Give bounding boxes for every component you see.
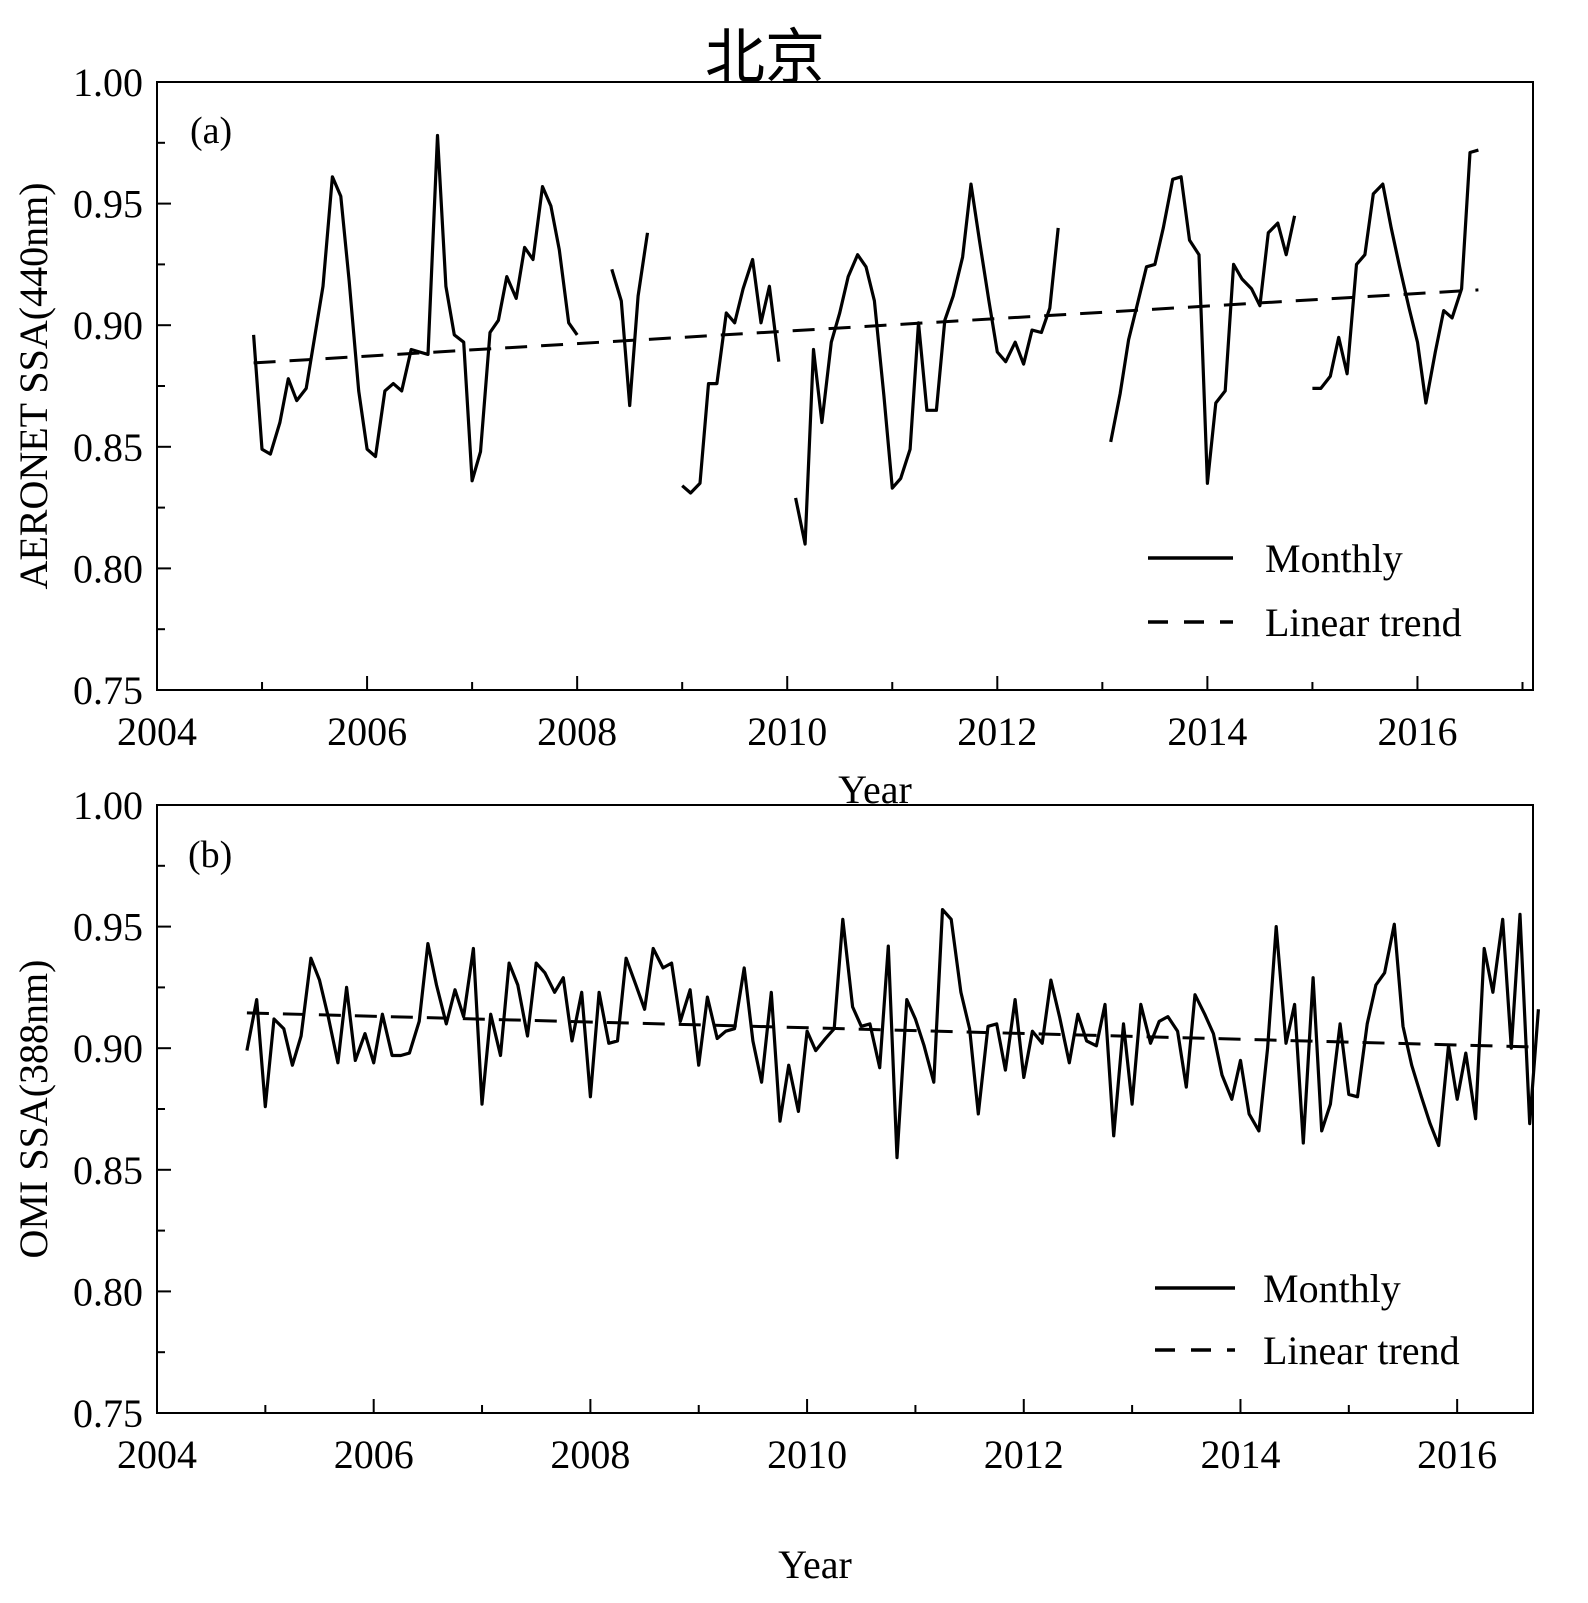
panel-label: (a) [190, 110, 232, 152]
legend-label-monthly: Monthly [1263, 1266, 1401, 1311]
y-tick-label: 0.75 [73, 668, 143, 713]
legend-label-trend: Linear trend [1263, 1328, 1460, 1373]
y-axis-title: AERONET SSA(440nm) [11, 182, 56, 589]
x-tick-label: 2008 [537, 709, 617, 754]
y-tick-label: 0.90 [73, 303, 143, 348]
monthly-line-segment [1312, 148, 1479, 405]
legend: Monthly Linear trend [1148, 536, 1462, 645]
x-tick-label: 2010 [747, 709, 827, 754]
y-tick-label: 0.85 [73, 425, 143, 470]
x-tick-label: 2014 [1167, 709, 1247, 754]
x-axis-title: Year [778, 1542, 852, 1587]
x-tick-label: 2012 [957, 709, 1037, 754]
legend-label-monthly: Monthly [1265, 536, 1403, 581]
trend-line [253, 288, 1479, 365]
x-tick-label: 2006 [327, 709, 407, 754]
monthly-line-segment [794, 182, 1060, 546]
panel-label: (b) [188, 834, 232, 876]
x-tick-label: 2008 [550, 1432, 630, 1477]
x-tick-label: 2004 [117, 1432, 197, 1477]
y-tick-label: 0.90 [73, 1026, 143, 1071]
monthly-line-segment [252, 133, 579, 483]
y-tick-label: 0.95 [73, 182, 143, 227]
y-tick-label: 0.95 [73, 905, 143, 950]
panel-a: 2004 2006 2008 2010 2012 2014 2016 0.75 0.80 0.85… [11, 60, 1534, 812]
y-tick-label: 0.80 [73, 1269, 143, 1314]
x-tick-label: 2016 [1377, 709, 1457, 754]
y-tick-label: 0.80 [73, 546, 143, 591]
monthly-line-segment [681, 257, 781, 495]
x-tick-label: 2004 [117, 709, 197, 754]
legend: Monthly Linear trend [1155, 1266, 1460, 1373]
monthly-line-segment [245, 908, 1540, 1160]
monthly-line-segment [1109, 175, 1297, 485]
y-tick-label: 1.00 [73, 60, 143, 105]
x-tick-label: 2014 [1200, 1432, 1280, 1477]
x-tick-label: 2010 [767, 1432, 847, 1477]
monthly-line-segment [610, 232, 650, 408]
x-tick-label: 2016 [1417, 1432, 1497, 1477]
y-axis-title: OMI SSA(388nm) [11, 960, 56, 1259]
plot-frame [156, 81, 1534, 691]
panel-b: 2004 2006 2008 2010 2012 2014 2016 0.75 0.80 0.85… [11, 783, 1540, 1587]
x-tick-label: 2012 [984, 1432, 1064, 1477]
y-tick-label: 0.85 [73, 1148, 143, 1193]
legend-label-trend: Linear trend [1265, 600, 1462, 645]
x-tick-label: 2006 [334, 1432, 414, 1477]
y-tick-label: 0.75 [73, 1391, 143, 1436]
y-tick-label: 1.00 [73, 783, 143, 828]
plot-frame [156, 804, 1534, 1414]
